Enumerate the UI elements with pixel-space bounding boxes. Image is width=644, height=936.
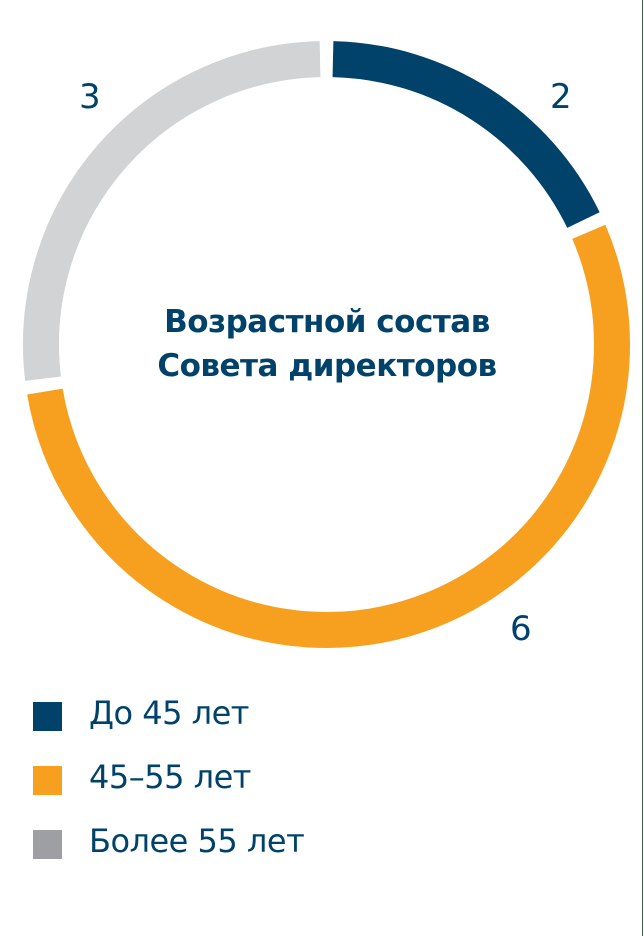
arc-under-45 xyxy=(332,41,600,228)
arc-45-55 xyxy=(27,224,630,648)
legend-label: Более 55 лет xyxy=(89,822,305,860)
legend-swatch-icon xyxy=(33,830,62,859)
chart-title-line-1: Возрастной состав xyxy=(164,304,490,340)
arc-over-55 xyxy=(23,41,321,381)
legend-swatch-icon xyxy=(33,702,62,731)
slice-label-over-55: 3 xyxy=(79,77,101,117)
chart-title-line-2: Совета директоров xyxy=(157,348,497,384)
legend-label: 45–55 лет xyxy=(89,758,251,796)
right-edge-line xyxy=(642,0,643,936)
slice-label-under-45: 2 xyxy=(550,77,572,117)
donut-chart xyxy=(23,41,630,648)
legend-label: До 45 лет xyxy=(89,694,249,732)
legend-swatch-icon xyxy=(33,766,62,795)
chart-title: Возрастной состав Совета директоров xyxy=(127,300,527,388)
slice-label-45-55: 6 xyxy=(510,609,532,649)
